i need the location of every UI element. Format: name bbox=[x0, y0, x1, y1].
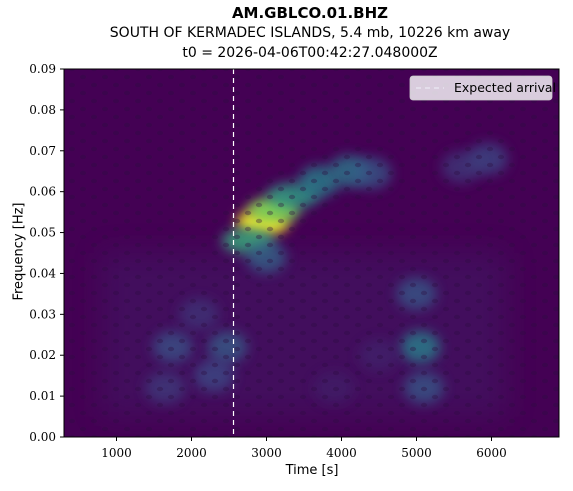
y-axis-label: Frequency [Hz] bbox=[11, 202, 27, 301]
x-tick-label: 2000 bbox=[176, 446, 207, 460]
x-axis-label: Time [s] bbox=[285, 463, 339, 478]
y-tick-label: 0.04 bbox=[29, 266, 56, 280]
y-tick-label: 0.03 bbox=[29, 307, 56, 321]
x-tick-label: 4000 bbox=[326, 446, 357, 460]
y-tick-label: 0.09 bbox=[29, 62, 56, 76]
legend-label: Expected arrival bbox=[454, 80, 556, 95]
y-tick-label: 0.07 bbox=[29, 144, 56, 158]
y-tick-label: 0.02 bbox=[29, 348, 56, 362]
x-tick-label: 6000 bbox=[476, 446, 507, 460]
y-tick-label: 0.06 bbox=[29, 185, 56, 199]
legend-box bbox=[409, 75, 553, 101]
plot-title: AM.GBLCO.01.BHZ bbox=[231, 4, 389, 22]
plot-frame bbox=[63, 68, 560, 438]
legend: Expected arrival bbox=[409, 75, 556, 101]
x-tick-label: 1000 bbox=[101, 446, 132, 460]
y-tick-label: 0.01 bbox=[29, 389, 56, 403]
event-subtitle: SOUTH OF KERMADEC ISLANDS, 5.4 mb, 10226… bbox=[109, 25, 511, 41]
origin-time-label: t0 = 2026-04-06T00:42:27.048000Z bbox=[182, 45, 438, 61]
y-tick-label: 0.05 bbox=[29, 226, 56, 240]
y-tick-label: 0.00 bbox=[29, 430, 56, 444]
x-tick-label: 5000 bbox=[401, 446, 432, 460]
x-tick-label: 3000 bbox=[251, 446, 282, 460]
y-tick-label: 0.08 bbox=[29, 103, 56, 117]
